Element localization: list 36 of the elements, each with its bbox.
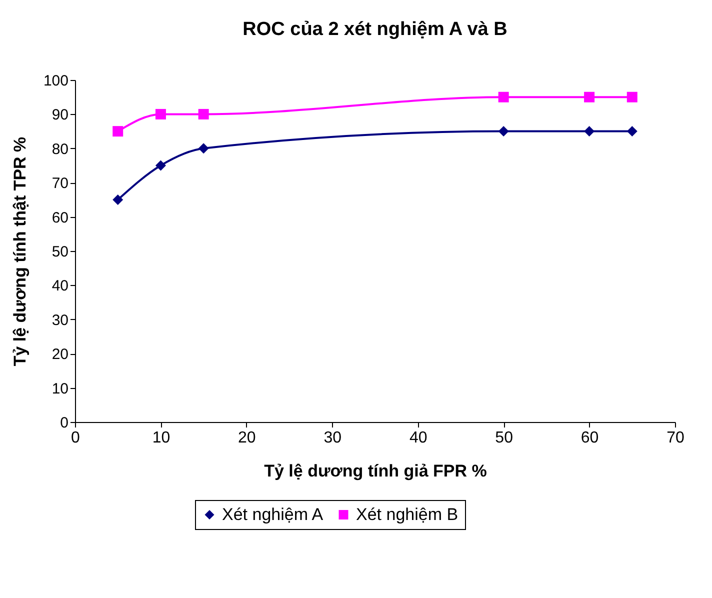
point (626, 92, 638, 102)
y-tick-label: 10 (52, 380, 68, 398)
point (112, 194, 124, 205)
point (112, 126, 124, 137)
y-axis-title: Tỷ lệ dương tính thật TPR % (10, 136, 30, 366)
y-tick-label: 60 (52, 209, 68, 226)
point (198, 108, 209, 120)
x-tick-label: 40 (409, 430, 428, 446)
x-tick-label: 30 (324, 430, 342, 446)
point (626, 126, 638, 137)
x-tick-label: 60 (580, 430, 599, 446)
point (584, 92, 595, 102)
x-axis-title: Tỷ lệ dương tính giả FPR % (264, 462, 487, 480)
x-tick-label: 0 (71, 430, 80, 446)
point (498, 92, 509, 102)
point (155, 108, 166, 120)
y-tick-label: 30 (52, 312, 68, 329)
x-tick-label: 10 (152, 430, 170, 446)
y-tick-label: 70 (52, 175, 68, 192)
x-tick-label: 50 (495, 430, 514, 446)
y-tick-label: 40 (52, 278, 68, 295)
legend-label: Xét nghiệm B (356, 504, 458, 524)
point (155, 160, 166, 171)
point (584, 126, 595, 137)
x-tick-label: 70 (666, 430, 684, 446)
point (498, 126, 509, 137)
point (198, 143, 209, 154)
legend-label: Xét nghiệm A (222, 504, 324, 524)
x-tick-label: 20 (238, 430, 256, 446)
chart-title: ROC của 2 xét nghiệm A và B (242, 19, 508, 40)
y-tick-label: 90 (52, 106, 68, 124)
y-tick-label: 20 (52, 346, 68, 364)
y-tick-label: 0 (60, 414, 68, 432)
y-tick-label: 100 (43, 72, 68, 90)
y-tick-label: 50 (52, 244, 68, 260)
y-tick-label: 80 (52, 140, 68, 158)
